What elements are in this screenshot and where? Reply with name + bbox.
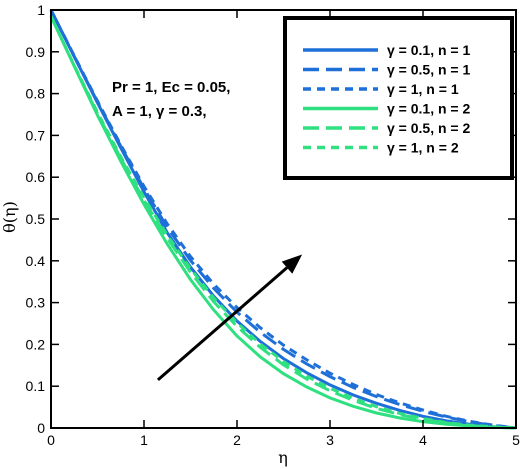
trend-arrow	[156, 254, 303, 382]
y-tick-label: 0.1	[26, 378, 46, 394]
axis-ticks: 0 1 2 3 4 5 0 0.1 0.2 0.3 0.4 0.5 0.6 0.7 0.8 0.9 1	[26, 2, 520, 448]
y-axis-label: θ(η)	[0, 201, 19, 233]
legend: γ = 0.1, n = 1 γ = 0.5, n = 1 γ = 1, n = 1…	[283, 16, 514, 180]
y-tick-label: 0.3	[26, 295, 46, 311]
legend-label-5: γ = 0.5, n = 2	[387, 120, 470, 136]
arrow-shaft	[156, 266, 288, 382]
x-axis-label: η	[278, 448, 288, 467]
legend-label-1: γ = 0.1, n = 1	[387, 42, 470, 58]
y-tick-label: 0.2	[26, 336, 46, 352]
y-tick-label: 0.5	[26, 211, 46, 227]
annotation-line-2: A = 1, γ = 0.3,	[112, 103, 207, 120]
x-tick-label: 3	[326, 432, 334, 448]
y-tick-label: 1	[37, 2, 45, 18]
arrow-head	[281, 254, 303, 274]
y-tick-label: 0.9	[26, 44, 46, 60]
x-tick-label: 4	[419, 432, 427, 448]
y-tick-label: 0.8	[26, 86, 46, 102]
x-tick-label: 1	[140, 432, 148, 448]
x-tick-label: 0	[47, 432, 55, 448]
y-tick-label: 0	[37, 420, 45, 436]
x-tick-label: 5	[512, 432, 520, 448]
x-tick-label: 2	[233, 432, 241, 448]
y-tick-label: 0.6	[26, 169, 46, 185]
y-tick-label: 0.7	[26, 127, 46, 143]
annotation: Pr = 1, Ec = 0.05, A = 1, γ = 0.3,	[112, 79, 230, 120]
legend-label-3: γ = 1, n = 1	[387, 81, 459, 97]
y-tick-label: 0.4	[26, 253, 46, 269]
legend-label-6: γ = 1, n = 2	[387, 140, 459, 156]
series-line-4	[49, 15, 517, 430]
series-line-6	[49, 15, 517, 430]
annotation-line-1: Pr = 1, Ec = 0.05,	[112, 79, 230, 96]
legend-box	[283, 16, 514, 180]
legend-label-2: γ = 0.5, n = 1	[387, 62, 470, 78]
legend-label-4: γ = 0.1, n = 2	[387, 101, 470, 117]
series-line-3	[49, 9, 517, 430]
